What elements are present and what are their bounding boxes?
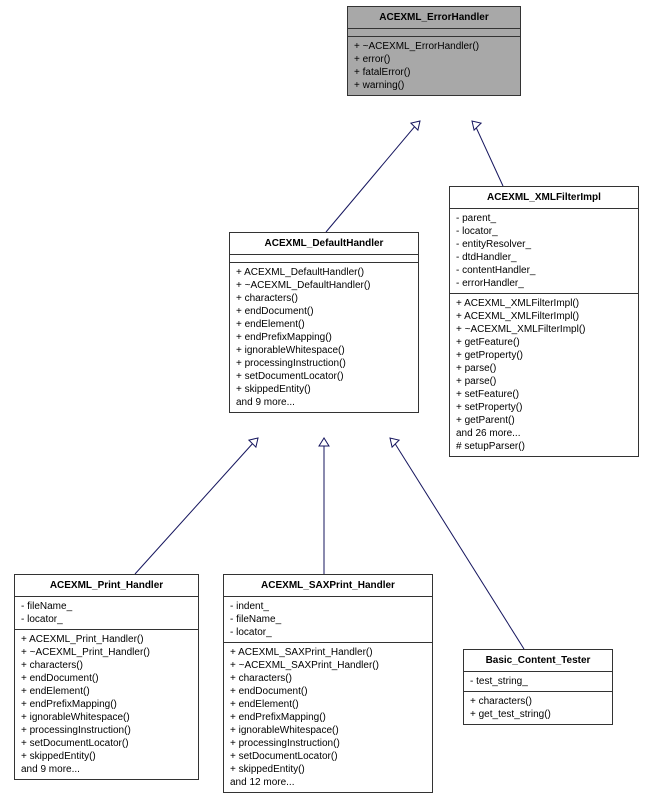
class-method: + endElement() (21, 685, 192, 698)
class-attrs (230, 255, 418, 263)
class-method: and 9 more... (21, 763, 192, 776)
class-methods: + ~ACEXML_ErrorHandler()+ error()+ fatal… (348, 37, 520, 95)
class-attr: - fileName_ (21, 600, 192, 613)
class-method: + getFeature() (456, 336, 632, 349)
class-attr: - locator_ (21, 613, 192, 626)
class-title: ACEXML_ErrorHandler (348, 7, 520, 29)
class-method: + skippedEntity() (230, 763, 426, 776)
class-method: + endDocument() (21, 672, 192, 685)
class-title: ACEXML_SAXPrint_Handler (224, 575, 432, 597)
class-method: + endPrefixMapping() (21, 698, 192, 711)
class-method: + processingInstruction() (230, 737, 426, 750)
class-method: + characters() (470, 695, 606, 708)
uml-diagram: ACEXML_ErrorHandler + ~ACEXML_ErrorHandle… (0, 0, 651, 795)
class-method: + fatalError() (354, 66, 514, 79)
class-method: + skippedEntity() (236, 383, 412, 396)
class-method: + warning() (354, 79, 514, 92)
edge-arrowhead (390, 438, 399, 447)
class-attrs: - fileName_- locator_ (15, 597, 198, 630)
class-method: + processingInstruction() (21, 724, 192, 737)
class-method: + ~ACEXML_Print_Handler() (21, 646, 192, 659)
class-methods: + ACEXML_XMLFilterImpl()+ ACEXML_XMLFilt… (450, 294, 638, 456)
class-method: + ~ACEXML_SAXPrint_Handler() (230, 659, 426, 672)
class-title: ACEXML_XMLFilterImpl (450, 187, 638, 209)
class-method: + ACEXML_XMLFilterImpl() (456, 310, 632, 323)
class-method: + endDocument() (230, 685, 426, 698)
class-method: + error() (354, 53, 514, 66)
class-default_handler: ACEXML_DefaultHandler + ACEXML_DefaultHan… (229, 232, 419, 413)
class-method: + endDocument() (236, 305, 412, 318)
class-attr: - errorHandler_ (456, 277, 632, 290)
class-attrs: - test_string_ (464, 672, 612, 692)
class-method: + get_test_string() (470, 708, 606, 721)
class-attr: - fileName_ (230, 613, 426, 626)
edge-line (135, 442, 254, 574)
class-attr: - dtdHandler_ (456, 251, 632, 264)
class-method: and 26 more... (456, 427, 632, 440)
class-attr: - parent_ (456, 212, 632, 225)
class-method: + ACEXML_SAXPrint_Handler() (230, 646, 426, 659)
class-attr: - indent_ (230, 600, 426, 613)
class-error_handler: ACEXML_ErrorHandler + ~ACEXML_ErrorHandle… (347, 6, 521, 96)
class-method: + setDocumentLocator() (21, 737, 192, 750)
class-method: # setupParser() (456, 440, 632, 453)
edge-line (475, 125, 503, 186)
class-method: + getProperty() (456, 349, 632, 362)
class-method: + processingInstruction() (236, 357, 412, 370)
class-attr: - entityResolver_ (456, 238, 632, 251)
class-method: + endPrefixMapping() (236, 331, 412, 344)
class-method: + setDocumentLocator() (230, 750, 426, 763)
class-method: + endElement() (236, 318, 412, 331)
class-method: + ACEXML_XMLFilterImpl() (456, 297, 632, 310)
class-method: + ~ACEXML_DefaultHandler() (236, 279, 412, 292)
class-title: ACEXML_Print_Handler (15, 575, 198, 597)
class-title: ACEXML_DefaultHandler (230, 233, 418, 255)
class-attrs: - parent_- locator_- entityResolver_- dt… (450, 209, 638, 294)
edge-arrowhead (249, 438, 258, 447)
class-method: + skippedEntity() (21, 750, 192, 763)
class-method: + ACEXML_DefaultHandler() (236, 266, 412, 279)
class-method: + ignorableWhitespace() (236, 344, 412, 357)
class-attr: - test_string_ (470, 675, 606, 688)
edge-arrowhead (411, 121, 420, 130)
class-method: + characters() (230, 672, 426, 685)
class-xml_filter_impl: ACEXML_XMLFilterImpl- parent_- locator_-… (449, 186, 639, 457)
edge-line (326, 125, 416, 232)
class-saxprint_handler: ACEXML_SAXPrint_Handler- indent_- fileNa… (223, 574, 433, 793)
class-method: + ignorableWhitespace() (21, 711, 192, 724)
class-print_handler: ACEXML_Print_Handler- fileName_- locator… (14, 574, 199, 780)
class-attr: - locator_ (230, 626, 426, 639)
class-method: + setFeature() (456, 388, 632, 401)
class-methods: + ACEXML_DefaultHandler()+ ~ACEXML_Defau… (230, 263, 418, 412)
class-method: + setProperty() (456, 401, 632, 414)
class-method: and 9 more... (236, 396, 412, 409)
class-method: + setDocumentLocator() (236, 370, 412, 383)
class-method: + endPrefixMapping() (230, 711, 426, 724)
class-basic_content_tester: Basic_Content_Tester - test_string_ + char… (463, 649, 613, 725)
class-method: + ~ACEXML_XMLFilterImpl() (456, 323, 632, 336)
class-method: + getParent() (456, 414, 632, 427)
class-method: + ignorableWhitespace() (230, 724, 426, 737)
class-method: + endElement() (230, 698, 426, 711)
class-methods: + characters()+ get_test_string() (464, 692, 612, 724)
class-methods: + ACEXML_Print_Handler()+ ~ACEXML_Print_… (15, 630, 198, 779)
edge-arrowhead (472, 121, 481, 130)
class-attr: - contentHandler_ (456, 264, 632, 277)
class-method: + ACEXML_Print_Handler() (21, 633, 192, 646)
class-attr: - locator_ (456, 225, 632, 238)
class-method: + parse() (456, 362, 632, 375)
class-method: + parse() (456, 375, 632, 388)
class-attrs: - indent_- fileName_- locator_ (224, 597, 432, 643)
edge-arrowhead (319, 438, 329, 446)
class-method: + characters() (21, 659, 192, 672)
class-method: and 12 more... (230, 776, 426, 789)
class-method: + characters() (236, 292, 412, 305)
class-methods: + ACEXML_SAXPrint_Handler()+ ~ACEXML_SAX… (224, 643, 432, 792)
class-method: + ~ACEXML_ErrorHandler() (354, 40, 514, 53)
class-attrs (348, 29, 520, 37)
class-title: Basic_Content_Tester (464, 650, 612, 672)
